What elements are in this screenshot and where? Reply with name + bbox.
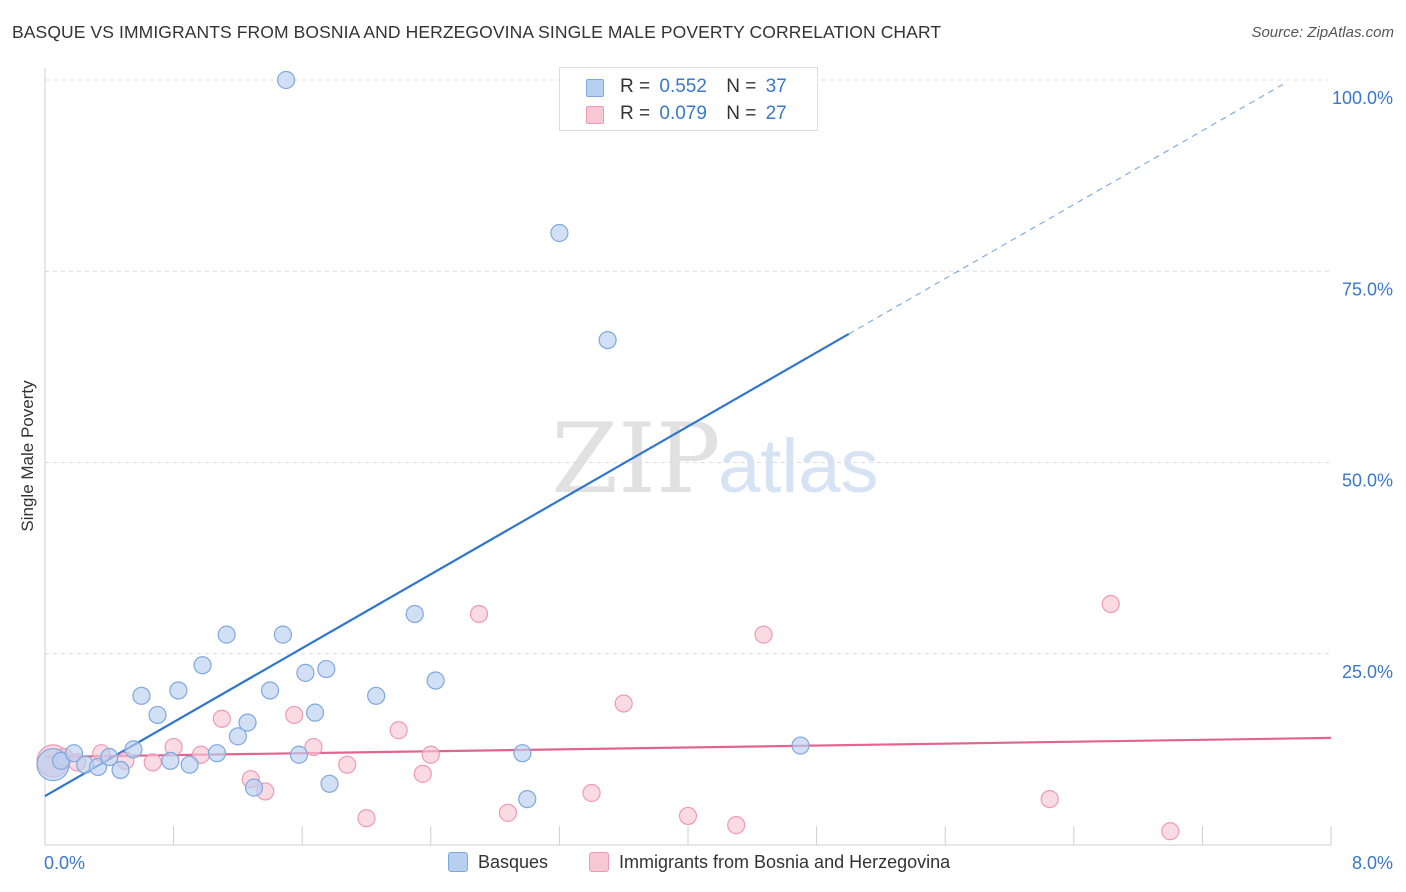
bosnia-point [1040, 789, 1059, 809]
bosnia-point [469, 604, 489, 624]
basque-point [161, 751, 180, 770]
bosnia-point [338, 755, 357, 774]
bosnia-trend-line [44, 736, 1332, 759]
bosnia-point [389, 721, 408, 740]
basque-point [277, 70, 296, 90]
basque-point [791, 736, 810, 755]
basque-point [405, 604, 424, 624]
bosnia-point [727, 816, 746, 835]
legend-n-label: N = [726, 103, 757, 124]
bosnia-point [143, 753, 162, 772]
legend-n-value: 27 [765, 103, 787, 124]
basque-point [296, 663, 315, 682]
watermark-atlas: atlas [718, 424, 879, 509]
legend-item-bosnia: Immigrants from Bosnia and Herzegovina [589, 852, 950, 873]
bosnia-point [357, 809, 376, 828]
legend-swatch-bosnia [589, 852, 609, 872]
legend-swatch-basques [448, 852, 468, 872]
basque-point [111, 760, 130, 780]
basque-point [367, 686, 386, 705]
legend-r-label: R = [620, 103, 651, 124]
basque-trend-line [44, 333, 850, 797]
basque-point [132, 686, 151, 705]
basque-point [207, 744, 227, 763]
basque-point [64, 744, 84, 763]
legend-label-bosnia: Immigrants from Bosnia and Herzegovina [619, 852, 951, 872]
bosnia-point [421, 745, 440, 764]
x-tick-label: 0.0% [44, 853, 85, 873]
basque-trend-extension [848, 83, 1284, 335]
watermark-zip: ZIP [551, 403, 720, 515]
basque-point [598, 331, 617, 350]
basque-point [180, 755, 199, 774]
basque-point [426, 671, 445, 690]
basque-point [518, 789, 537, 809]
y-tick-label: 75.0% [1342, 279, 1393, 299]
legend-n-value: 37 [765, 76, 787, 97]
correlation-legend: R = 0.552 N = 37 R = 0.079 N = 27 [559, 67, 818, 131]
bosnia-point [413, 764, 432, 783]
bosnia-point [582, 783, 601, 803]
legend-row-basques: R = 0.552 N = 37 [586, 76, 787, 100]
basque-point [260, 681, 280, 700]
basque-point [289, 745, 309, 764]
bosnia-point [1161, 822, 1180, 841]
basque-point [228, 727, 247, 746]
legend-row-bosnia: R = 0.079 N = 27 [586, 103, 787, 127]
basque-point [148, 705, 167, 725]
legend-swatch-bosnia [586, 106, 604, 124]
legend-r-value: 0.079 [659, 103, 707, 124]
bosnia-point [678, 806, 698, 826]
bosnia-point [212, 709, 231, 728]
basque-point [169, 681, 188, 700]
basque-point [100, 747, 119, 767]
legend-r-value: 0.552 [659, 76, 707, 97]
source-label: Source: ZipAtlas.com [1251, 24, 1394, 41]
bosnia-point [304, 737, 323, 757]
bosnia-point [614, 694, 633, 713]
y-tick-label: 50.0% [1342, 471, 1393, 491]
x-tick-label: 8.0% [1352, 853, 1393, 873]
basque-point [317, 659, 336, 679]
y-tick-label: 100.0% [1332, 88, 1393, 108]
basque-point [320, 774, 339, 793]
legend-label-basques: Basques [478, 852, 549, 872]
basque-point [305, 703, 325, 722]
chart-title: BASQUE VS IMMIGRANTS FROM BOSNIA AND HER… [12, 22, 942, 42]
basque-point [273, 625, 293, 644]
basque-point [513, 744, 532, 763]
basque-point [238, 713, 257, 732]
legend-swatch-basques [586, 79, 604, 97]
bosnia-point [285, 705, 304, 725]
bosnia-point [498, 803, 518, 822]
legend-r-label: R = [620, 76, 651, 97]
bosnia-point [754, 625, 773, 644]
legend-item-basques: Basques [448, 852, 548, 873]
bosnia-point [1101, 594, 1120, 614]
basque-point [193, 656, 212, 675]
basque-point [124, 740, 143, 759]
basque-point [244, 778, 264, 797]
legend-n-label: N = [726, 76, 757, 97]
basque-point [550, 223, 569, 243]
basque-point [217, 625, 236, 644]
y-tick-label: 25.0% [1342, 662, 1393, 682]
